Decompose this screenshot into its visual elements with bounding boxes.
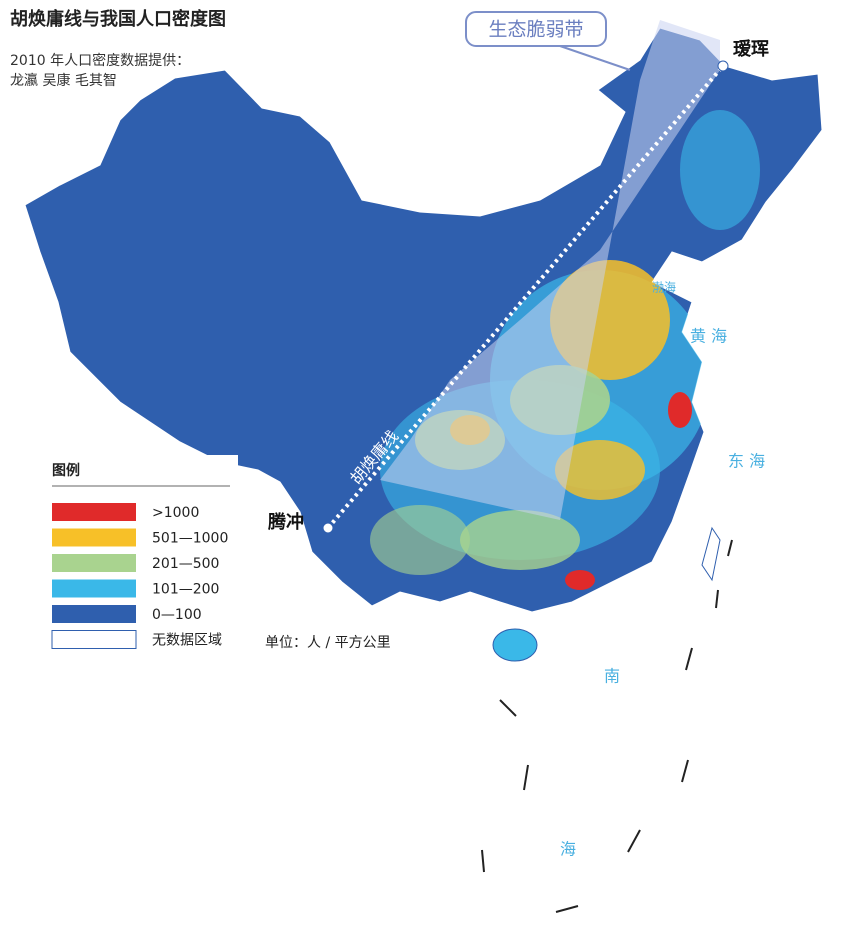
legend-label: >1000 — [152, 505, 199, 521]
eco-zone — [380, 20, 720, 520]
legend-swatch — [52, 579, 136, 598]
source-line: 2010 年人口密度数据提供： — [10, 52, 190, 69]
tengchong-label: 腾冲 — [268, 511, 304, 533]
taiwan — [701, 526, 721, 582]
tengchong-point — [322, 522, 334, 534]
aihui-point — [717, 60, 729, 72]
authors: 龙瀛 吴康 毛其智 — [10, 72, 117, 89]
legend-swatch — [52, 554, 136, 572]
sea-label: 东 海 — [728, 452, 765, 471]
legend-label: 无数据区域 — [152, 633, 222, 649]
eco-zone-box — [465, 11, 607, 47]
legend-label: 0—100 — [152, 607, 202, 623]
unit-label: 单位：人 / 平方公里 — [265, 635, 391, 651]
sea-label: 渤海 — [652, 280, 676, 295]
hainan — [492, 628, 538, 662]
aihui-label: 瑷珲 — [733, 38, 769, 60]
legend-label: 201—500 — [152, 556, 219, 572]
legend-swatch — [51, 630, 137, 649]
legend-swatch — [52, 605, 136, 623]
title: 胡焕庸线与我国人口密度图 — [10, 8, 226, 30]
sea-label: 海 — [560, 840, 576, 859]
legend-label: 101—200 — [152, 582, 219, 598]
hu-line — [326, 64, 725, 530]
eco-zone-label: 生态脆弱带 — [488, 19, 583, 41]
legend-title: 图例 — [52, 462, 80, 479]
legend-label: 501—1000 — [152, 531, 228, 547]
legend: >1000 501—1000 201—500 101—200 0—100 无数据区域 — [51, 503, 228, 649]
eco-zone-pointer — [559, 45, 631, 71]
legend-swatch — [52, 528, 136, 547]
nine-dash-line — [481, 539, 733, 913]
sea-label: 南 — [604, 667, 620, 686]
legend-swatch — [52, 503, 136, 521]
sea-label: 黄 海 — [690, 327, 727, 346]
